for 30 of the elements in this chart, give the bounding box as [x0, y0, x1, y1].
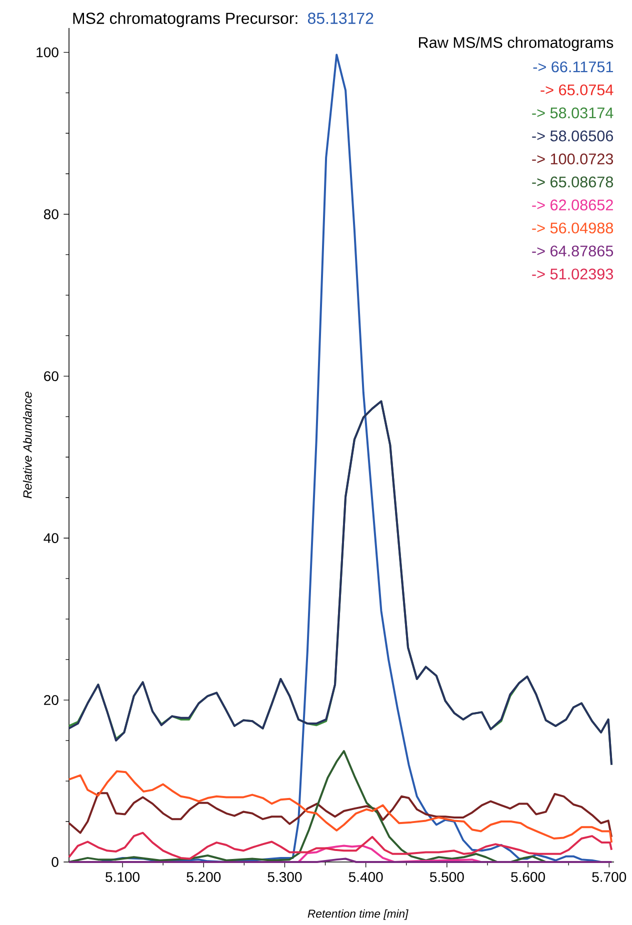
- x-tick-label: 5.200: [186, 872, 221, 882]
- text: -> 58.06506: [532, 130, 614, 142]
- x-tick-label: 5.600: [511, 872, 545, 882]
- text: -> 65.08678: [532, 176, 614, 188]
- text: -> 100.0723: [532, 154, 614, 164]
- x-tick-label: 5.400: [348, 872, 383, 882]
- text: -> 62.08652: [532, 200, 613, 210]
- y-axis-title: Relative Abundance: [22, 392, 32, 498]
- line-series: [68, 792, 613, 838]
- chart-subtitle: 85.13172: [308, 12, 374, 24]
- legend-label: -> 65.0754: [540, 84, 614, 96]
- x-axis-title: Retention time [min]: [308, 909, 408, 920]
- text: -> 58.03174: [532, 107, 614, 118]
- y-tick-label: 80: [44, 209, 58, 220]
- x-tick-label: 5.300: [268, 872, 302, 882]
- text: -> 64.87865: [532, 246, 614, 256]
- chart-title: MS2 chromatograms Precursor:: [73, 12, 298, 28]
- y-tick-label: 0: [52, 857, 58, 867]
- legend-title: Raw MS/MS chromatograms: [419, 36, 614, 51]
- y-tick-label: 20: [44, 695, 58, 706]
- x-tick-label: 5.700: [592, 872, 626, 882]
- x-tick-label: 5.100: [106, 872, 140, 882]
- text: -> 56.04988: [532, 222, 614, 234]
- line-series: [68, 400, 613, 766]
- y-tick-label: 40: [44, 533, 58, 544]
- x-tick-label: 5.500: [430, 872, 464, 882]
- text: -> 51.02393: [532, 268, 614, 280]
- y-tick-label: 60: [44, 371, 58, 382]
- text: -> 66.11751: [533, 61, 613, 72]
- y-tick-label: 100: [36, 47, 58, 58]
